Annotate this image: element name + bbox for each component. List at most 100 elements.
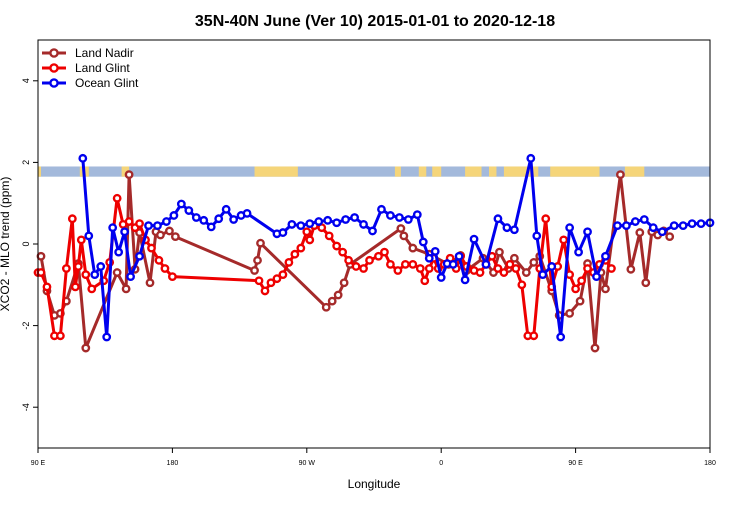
data-point-ocean-glint: [613, 221, 622, 231]
data-point-land-glint: [305, 235, 315, 245]
data-point-land-glint: [73, 262, 83, 271]
data-point-ocean-glint: [630, 217, 640, 226]
data-point-ocean-glint: [386, 211, 395, 220]
data-point-land-glint: [583, 264, 592, 273]
data-point-ocean-glint: [296, 221, 306, 231]
data-point-ocean-glint: [532, 231, 542, 241]
data-point-land-glint: [266, 278, 276, 288]
data-point-ocean-glint: [323, 215, 333, 225]
data-point-land-glint: [112, 193, 122, 203]
x-tick-label: 90 W: [299, 460, 316, 467]
data-point-land-glint: [324, 231, 334, 241]
data-point-ocean-glint: [565, 223, 575, 233]
land-band-segment: [488, 166, 497, 177]
data-point-land-glint: [254, 276, 264, 286]
data-point-land-nadir: [495, 247, 504, 257]
data-point-land-glint: [351, 262, 361, 271]
data-point-ocean-glint: [153, 221, 162, 231]
land-band-segment: [254, 166, 298, 177]
y-tick-label: -2: [21, 322, 31, 330]
data-point-land-glint: [420, 276, 430, 286]
data-point-ocean-glint: [493, 214, 503, 224]
data-point-land-glint: [559, 235, 569, 245]
y-tick-label: -4: [21, 403, 31, 411]
data-point-land-nadir: [170, 232, 180, 242]
data-point-land-glint: [424, 264, 434, 273]
series-land-glint: [33, 193, 616, 341]
data-point-land-glint: [81, 270, 91, 279]
x-tick-label: 90 E: [568, 460, 583, 467]
data-point-land-glint: [70, 282, 80, 292]
data-point-ocean-glint: [359, 220, 368, 229]
land-band-segment: [624, 166, 645, 177]
data-point-land-nadir: [521, 268, 531, 277]
land-band-segment: [465, 166, 482, 177]
y-axis-title: XCO2 - MLO trend (ppm): [0, 177, 12, 312]
series-line-land-nadir: [39, 173, 671, 350]
data-point-ocean-glint: [502, 223, 512, 233]
data-point-land-glint: [338, 247, 348, 257]
data-point-land-nadir: [635, 228, 645, 237]
data-point-land-nadir: [399, 231, 409, 241]
data-point-ocean-glint: [678, 221, 688, 231]
legend-swatch-marker: [49, 63, 59, 73]
legend-item-land-glint: Land Glint: [42, 61, 130, 75]
data-point-land-glint: [493, 264, 503, 273]
x-tick-label: 90 E: [31, 460, 46, 467]
data-point-land-nadir: [112, 268, 122, 277]
data-point-land-nadir: [626, 264, 636, 274]
series-land-nadir: [36, 170, 675, 353]
data-point-land-glint: [607, 264, 616, 273]
data-point-ocean-glint: [305, 219, 315, 229]
land-ocean-band: [38, 166, 710, 177]
data-point-ocean-glint: [78, 153, 88, 163]
legend-item-land-nadir: Land Nadir: [42, 46, 134, 60]
data-point-land-nadir: [124, 170, 134, 180]
data-point-land-glint: [290, 249, 300, 259]
y-tick-label: 0: [21, 241, 31, 246]
data-point-ocean-glint: [424, 253, 434, 263]
data-point-land-glint: [147, 243, 156, 253]
data-point-ocean-glint: [418, 237, 428, 247]
x-axis-title: Longitude: [348, 477, 401, 491]
data-point-ocean-glint: [184, 206, 194, 215]
data-point-land-glint: [393, 266, 403, 275]
data-point-ocean-glint: [454, 251, 464, 261]
data-point-land-nadir: [333, 290, 343, 300]
legend-label: Land Nadir: [75, 46, 134, 60]
data-point-ocean-glint: [669, 221, 679, 231]
data-point-ocean-glint: [278, 228, 288, 237]
data-point-land-glint: [42, 282, 52, 292]
data-point-land-glint: [36, 268, 46, 277]
data-point-ocean-glint: [583, 227, 592, 237]
data-point-ocean-glint: [574, 247, 583, 257]
data-point-ocean-glint: [460, 275, 470, 285]
data-point-ocean-glint: [120, 227, 130, 237]
data-point-land-glint: [76, 235, 86, 245]
data-point-land-nadir: [641, 278, 651, 288]
data-point-ocean-glint: [368, 226, 377, 236]
data-point-land-glint: [56, 331, 65, 341]
y-tick-label: 2: [21, 160, 31, 165]
land-band-segment: [432, 166, 442, 177]
data-point-ocean-glint: [126, 272, 135, 282]
land-band-segment: [418, 166, 427, 177]
data-point-ocean-glint: [242, 208, 252, 218]
x-tick-label: 180: [704, 460, 716, 467]
data-point-land-glint: [511, 264, 521, 273]
data-point-land-nadir: [565, 308, 575, 318]
data-point-land-glint: [415, 264, 425, 273]
legend-swatch-marker: [49, 78, 59, 88]
data-point-land-nadir: [665, 232, 675, 242]
x-tick-label: 180: [167, 460, 179, 467]
data-point-ocean-glint: [108, 223, 118, 233]
ocean-band: [38, 166, 710, 177]
x-tick-label: 0: [439, 460, 443, 467]
data-point-land-glint: [278, 270, 288, 279]
legend-label: Ocean Glint: [75, 76, 139, 90]
land-band-segment: [394, 166, 401, 177]
land-band-segment: [550, 166, 600, 177]
data-point-land-nadir: [396, 224, 406, 233]
data-point-ocean-glint: [221, 204, 231, 214]
data-point-land-nadir: [339, 278, 349, 288]
